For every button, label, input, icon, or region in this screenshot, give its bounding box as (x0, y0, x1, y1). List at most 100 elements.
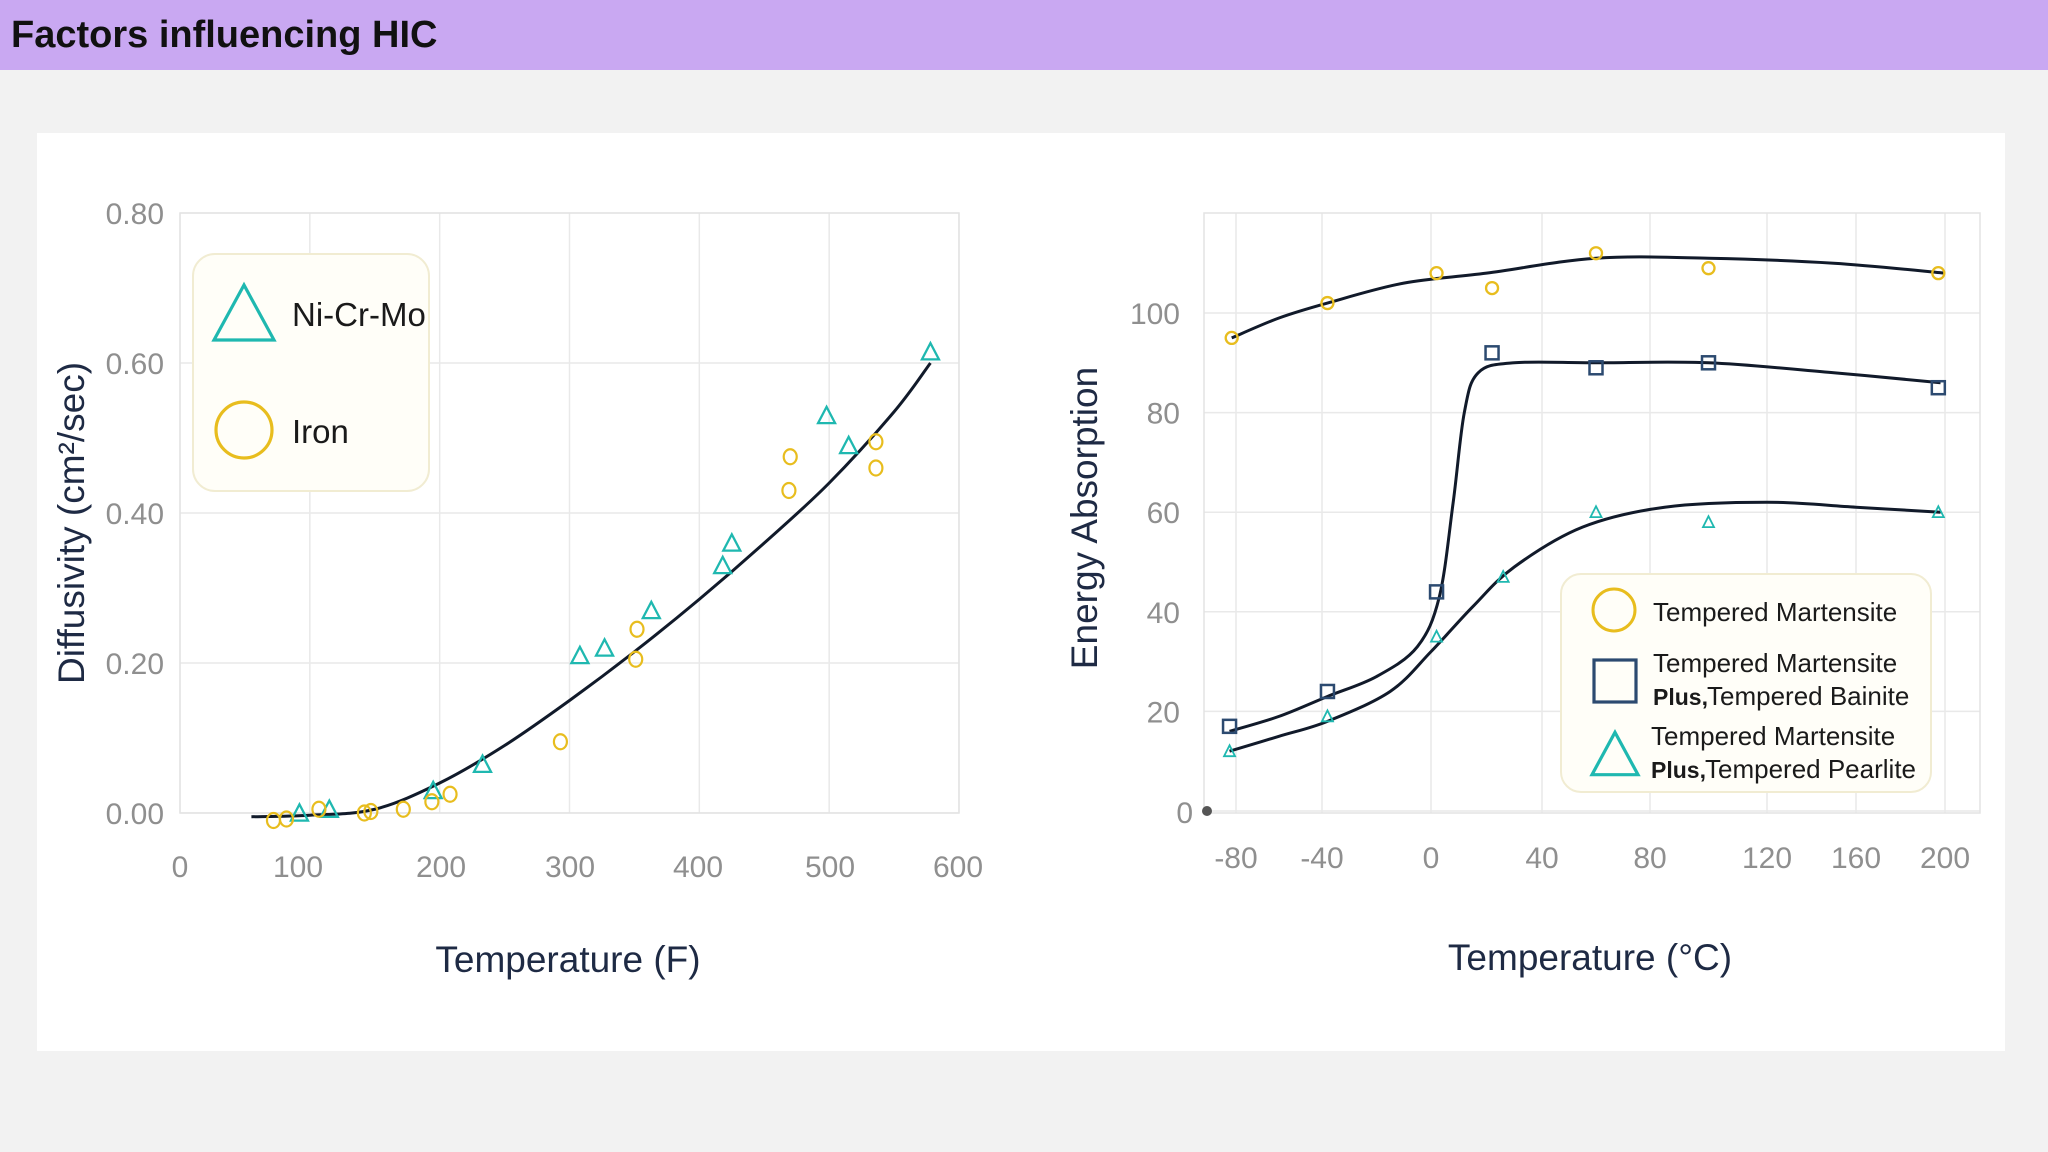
ni-cr-mo-point (920, 340, 941, 361)
legend-label-pearlite-prefix: Plus, (1651, 757, 1706, 783)
y-tick-label: 0.80 (106, 198, 164, 231)
plot-frame (1203, 212, 1981, 814)
fit-curve (1229, 360, 1941, 733)
x-axis-label: Temperature (°C) (1448, 937, 1732, 978)
iron-point (424, 793, 440, 811)
y-tick-label: 80 (1147, 398, 1180, 431)
x-tick-label: 600 (933, 851, 983, 884)
iron-point (552, 733, 569, 751)
origin-dot (1202, 806, 1212, 816)
legend-triangle-icon (1589, 728, 1641, 777)
y-axis-label: Diffusivity (cm²/sec) (51, 362, 92, 684)
iron-point (356, 804, 372, 822)
iron-point (629, 620, 645, 638)
title-banner: Factors influencing HIC (0, 0, 2048, 70)
iron-point (442, 785, 458, 803)
martensite-point (1224, 330, 1239, 346)
ni-cr-mo-point (721, 531, 743, 552)
y-tick-label: 0.20 (106, 648, 164, 681)
x-tick-label: 300 (545, 851, 595, 884)
x-tick-label: 0 (172, 851, 189, 884)
ni-cr-mo-point (640, 599, 662, 620)
ni-cr-mo-point (594, 636, 615, 657)
y-tick-label: 0.40 (106, 498, 164, 531)
y-tick-label: 0.00 (106, 798, 164, 831)
pearlite-point (1701, 514, 1716, 529)
bainite-point (1428, 584, 1445, 600)
martensite-point (1484, 280, 1500, 296)
x-tick-label: 200 (1920, 842, 1970, 875)
x-tick-label: 0 (1423, 842, 1440, 875)
legend-square-icon (1592, 658, 1638, 704)
left-legend: Ni-Cr-Mo Iron (192, 253, 430, 492)
ni-cr-mo-point (712, 554, 734, 575)
ni-cr-mo-point (422, 779, 444, 800)
x-tick-label: -40 (1300, 842, 1343, 875)
legend-label-bainite-line1: Tempered Martensite (1653, 648, 1897, 678)
martensite-point (1320, 295, 1335, 311)
right-legend: Tempered Martensite Tempered Martensite Pl… (1560, 573, 1932, 793)
bainite-point (1930, 379, 1947, 396)
x-axis-label: Temperature (F) (435, 939, 700, 980)
legend-label-pearlite-line1: Tempered Martensite (1651, 721, 1895, 751)
legend-label-pearlite-line2: Tempered Pearlite (1705, 754, 1916, 784)
x-tick-label: 500 (805, 851, 855, 884)
x-tick-label: 400 (673, 851, 723, 884)
y-tick-label: 40 (1147, 597, 1180, 630)
legend-label-ni-cr-mo: Ni-Cr-Mo (292, 296, 426, 333)
y-tick-label: 0.60 (106, 348, 164, 381)
x-tick-label: 160 (1831, 842, 1881, 875)
x-tick-label: 80 (1633, 842, 1666, 875)
ni-cr-mo-point (472, 753, 493, 774)
iron-point (278, 810, 295, 828)
legend-label-bainite-line2: Tempered Bainite (1707, 681, 1909, 711)
ni-cr-mo-point (816, 404, 837, 425)
bainite-point (1319, 683, 1336, 700)
iron-point (781, 481, 797, 500)
x-tick-label: 200 (416, 851, 466, 884)
martensite-point (1588, 246, 1604, 261)
legend-triangle-icon (211, 281, 277, 342)
legend-box (192, 253, 430, 492)
x-tick-label: -80 (1214, 842, 1257, 875)
martensite-point (1931, 266, 1946, 281)
legend-box (1560, 573, 1932, 793)
legend-circle-icon (214, 400, 274, 460)
fit-curve (1231, 255, 1946, 340)
iron-point (311, 800, 327, 818)
legend-label-iron: Iron (292, 413, 349, 450)
bainite-point (1221, 718, 1238, 735)
martensite-point (1701, 261, 1716, 276)
pearlite-point (1931, 504, 1946, 519)
page-title: Factors influencing HIC (11, 14, 438, 56)
x-tick-label: 100 (273, 851, 323, 884)
iron-point (782, 448, 798, 466)
iron-point (628, 650, 644, 668)
y-tick-label: 100 (1130, 298, 1180, 331)
iron-point (363, 802, 379, 821)
legend-label-martensite: Tempered Martensite (1653, 597, 1897, 627)
bainite-point (1700, 355, 1717, 371)
legend-circle-icon (1591, 587, 1637, 633)
ni-cr-mo-point (569, 644, 591, 665)
pearlite-point (1429, 628, 1444, 643)
y-tick-label: 20 (1147, 696, 1180, 729)
iron-point (395, 800, 411, 818)
pearlite-point (1222, 743, 1237, 758)
ni-cr-mo-point (838, 434, 860, 455)
legend-label-bainite-prefix: Plus, (1653, 684, 1708, 710)
pearlite-point (1589, 504, 1603, 519)
bainite-point (1588, 360, 1604, 376)
pearlite-point (1320, 708, 1335, 723)
y-tick-label: 0 (1176, 797, 1193, 830)
fit-curve (251, 362, 932, 819)
bainite-point (1484, 345, 1500, 361)
ni-cr-mo-point (289, 801, 310, 822)
plot-frame (179, 212, 960, 814)
energy-absorption-chart: -80 -40 0 40 80 120 160 200 0 20 40 60 80 100 Temperat… (1064, 212, 1981, 978)
martensite-point (1429, 266, 1444, 281)
y-tick-label: 60 (1147, 497, 1180, 530)
y-axis-label: Energy Absorption (1064, 367, 1105, 669)
x-tick-label: 120 (1742, 842, 1792, 875)
